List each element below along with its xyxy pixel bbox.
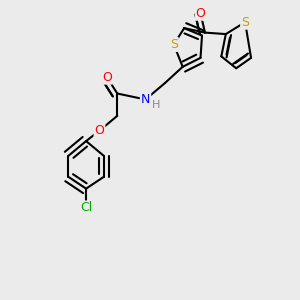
Text: O: O	[102, 71, 112, 84]
Text: O: O	[196, 7, 206, 20]
Text: H: H	[152, 100, 160, 110]
Text: S: S	[170, 38, 178, 51]
Text: N: N	[141, 93, 150, 106]
Text: O: O	[94, 124, 104, 137]
Text: Cl: Cl	[80, 202, 92, 214]
Text: S: S	[241, 16, 249, 29]
